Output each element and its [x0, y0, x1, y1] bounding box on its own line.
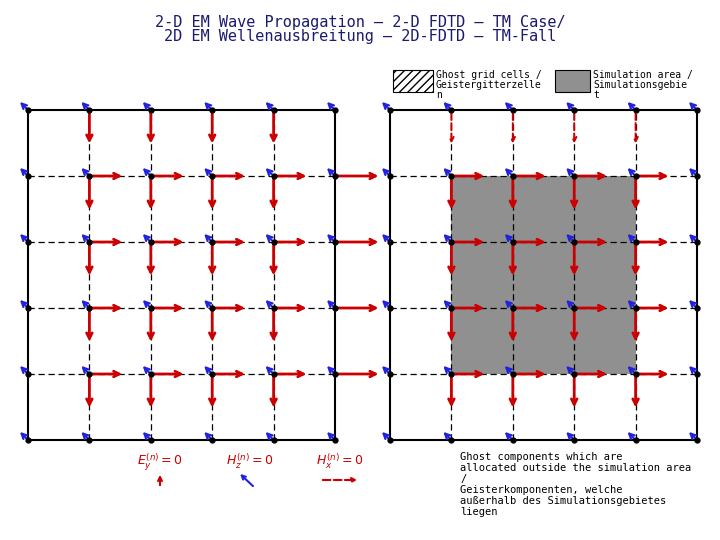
Text: Simulationsgebie: Simulationsgebie	[593, 80, 687, 90]
Bar	[555, 70, 590, 92]
Bar	[393, 70, 433, 92]
Bar	[636, 308, 697, 374]
Text: $H_x^{(n)}=0$: $H_x^{(n)}=0$	[316, 452, 364, 471]
Bar	[390, 176, 451, 242]
Text: $H_z^{(n)}=0$: $H_z^{(n)}=0$	[226, 452, 274, 471]
Bar	[636, 176, 697, 242]
Bar	[636, 242, 697, 308]
Bar	[390, 374, 451, 440]
Bar	[451, 110, 513, 176]
Text: n: n	[436, 90, 442, 100]
Bar	[636, 374, 697, 440]
Text: Ghost components which are: Ghost components which are	[460, 452, 623, 462]
Bar	[390, 110, 697, 440]
Text: Geisterkomponenten, welche: Geisterkomponenten, welche	[460, 485, 623, 495]
Bar	[28, 110, 335, 440]
Text: /: /	[460, 474, 467, 484]
Text: außerhalb des Simulationsgebietes: außerhalb des Simulationsgebietes	[460, 496, 666, 506]
Bar	[513, 374, 575, 440]
Text: Ghost grid cells /: Ghost grid cells /	[436, 70, 541, 80]
Bar	[390, 110, 697, 440]
Text: 2-D EM Wave Propagation – 2-D FDTD – TM Case/: 2-D EM Wave Propagation – 2-D FDTD – TM …	[155, 15, 565, 30]
Bar	[390, 308, 451, 374]
Text: t: t	[593, 90, 599, 100]
Text: $E_y^{(n)}=0$: $E_y^{(n)}=0$	[137, 452, 183, 473]
Text: 2D EM Wellenausbreitung – 2D-FDTD – TM-Fall: 2D EM Wellenausbreitung – 2D-FDTD – TM-F…	[164, 29, 556, 44]
Text: liegen: liegen	[460, 507, 498, 517]
Bar	[575, 110, 636, 176]
Bar	[451, 176, 636, 374]
Bar	[636, 110, 697, 176]
Bar	[390, 242, 451, 308]
Bar	[390, 110, 451, 176]
Text: allocated outside the simulation area: allocated outside the simulation area	[460, 463, 691, 473]
Text: Geistergitterzelle: Geistergitterzelle	[436, 80, 541, 90]
Bar	[575, 374, 636, 440]
Text: Simulation area /: Simulation area /	[593, 70, 693, 80]
Bar	[513, 110, 575, 176]
Bar	[451, 374, 513, 440]
